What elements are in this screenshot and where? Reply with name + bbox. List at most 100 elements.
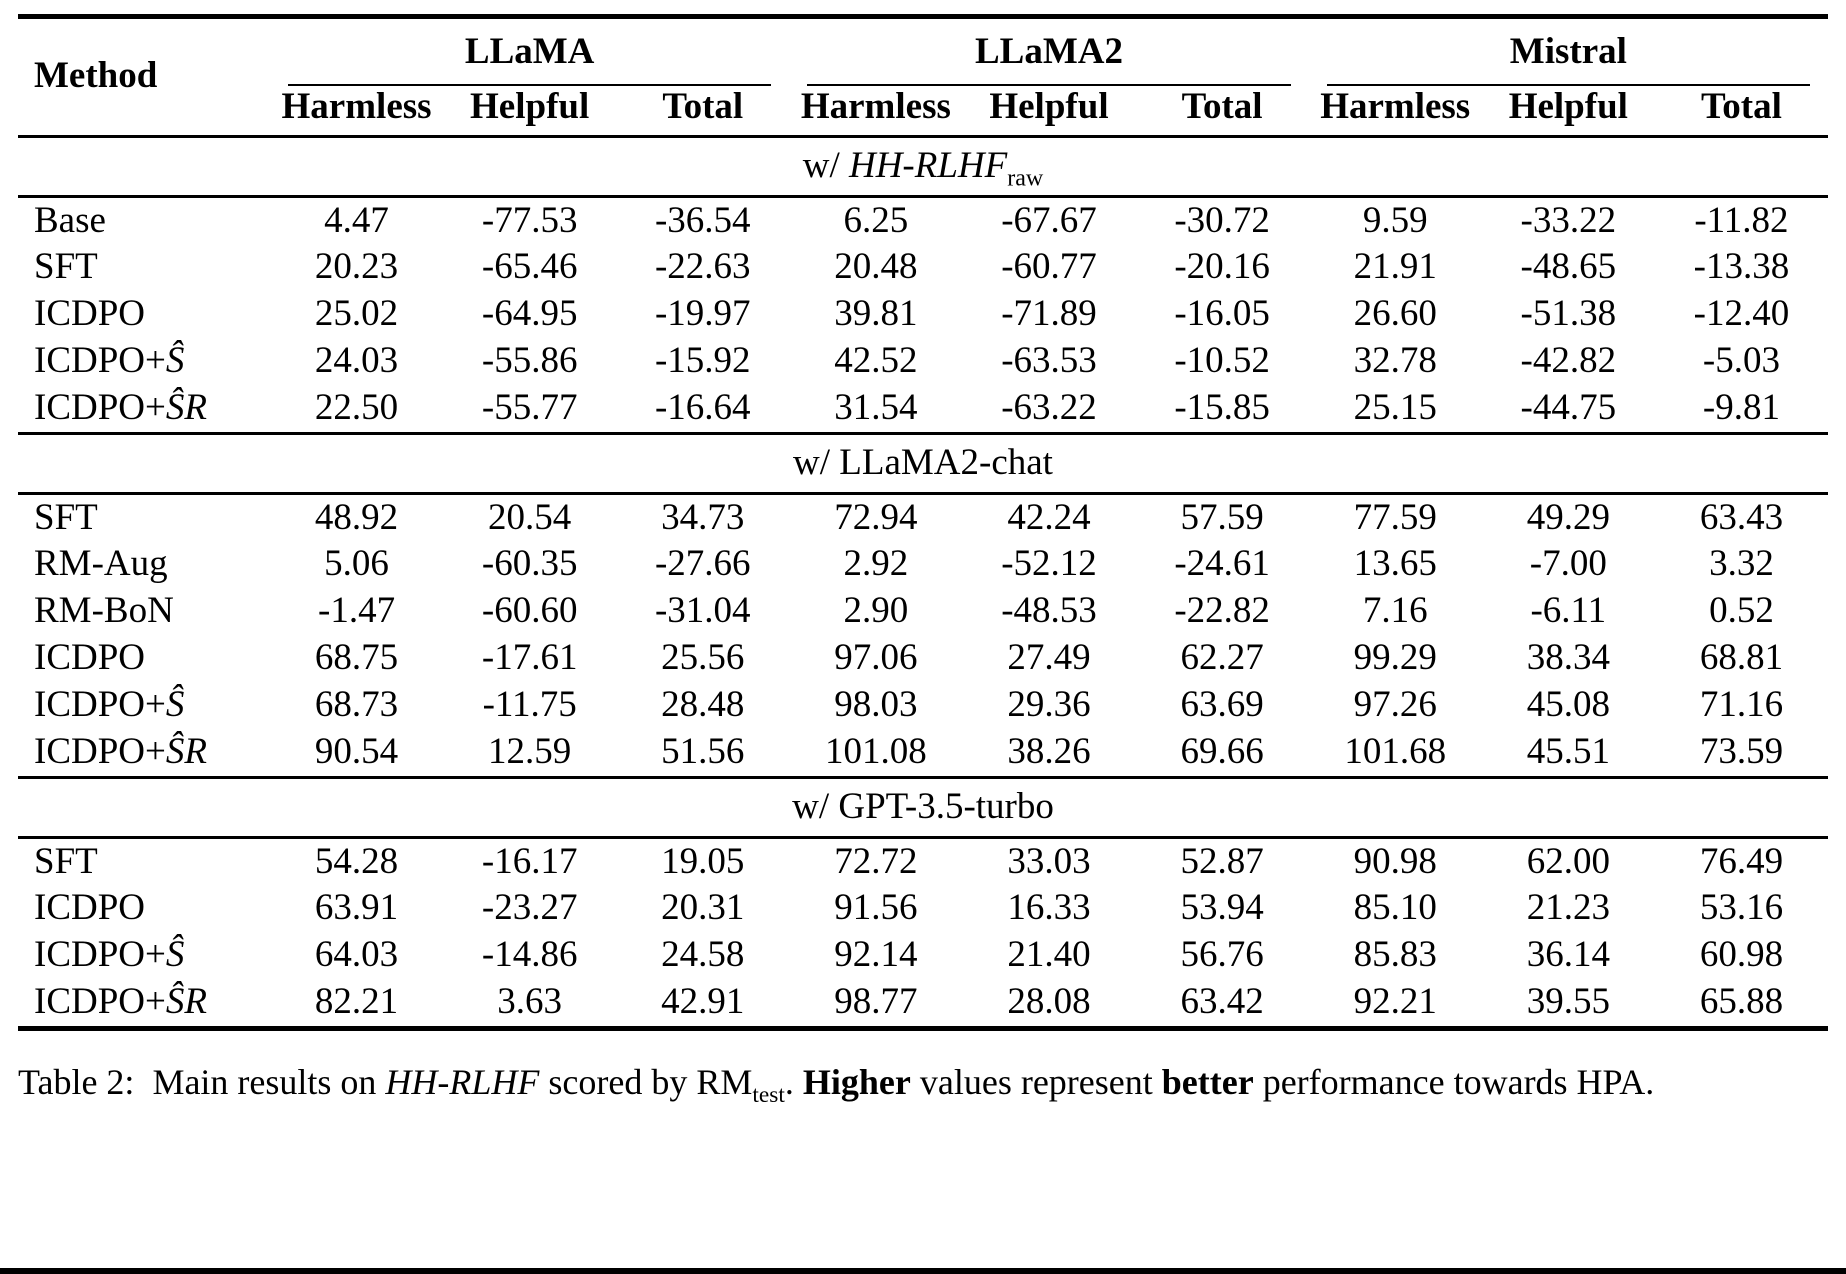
table-body: w/ HH-RLHFraw Base 4.47 -77.53 -36.54 6.25 -67… — [18, 134, 1828, 1028]
section-title-row: w/ LLaMA2-chat — [18, 431, 1828, 495]
table-row: RM-Aug 5.06 -60.35 -27.66 2.92 -52.12 -24.61 13… — [18, 541, 1828, 588]
value-cell: -17.61 — [481, 637, 578, 679]
method-cell: RM-Aug — [34, 543, 168, 585]
value-cell: -30.72 — [1174, 199, 1270, 241]
value-cell: 6.25 — [843, 199, 909, 241]
value-cell: 65.88 — [1699, 981, 1784, 1023]
value-cell: 51.56 — [661, 730, 745, 772]
value-cell: 38.34 — [1526, 637, 1610, 679]
value-cell: 22.50 — [314, 386, 399, 428]
value-cell: 64.03 — [314, 934, 399, 976]
subcolumn-header-harmless: Harmless — [800, 85, 951, 127]
value-cell: -16.05 — [1174, 293, 1270, 335]
results-table: Method LLaMA LLaMA2 Mistral Harmless Hel… — [18, 14, 1828, 1031]
value-cell: 21.91 — [1353, 246, 1437, 288]
table-row: ICDPO+Ŝ 24.03 -55.86 -15.92 42.52 -63.53 -10.5… — [18, 338, 1828, 385]
value-cell: -48.53 — [1001, 590, 1097, 632]
value-cell: -42.82 — [1520, 340, 1617, 382]
value-cell: 82.21 — [314, 981, 399, 1023]
value-cell: 91.56 — [834, 887, 918, 929]
value-cell: -60.60 — [481, 590, 578, 632]
value-cell: 24.03 — [314, 340, 399, 382]
value-cell: 76.49 — [1699, 840, 1784, 882]
value-cell: 5.06 — [324, 543, 389, 585]
value-cell: 56.76 — [1180, 934, 1264, 976]
value-cell: 2.90 — [843, 590, 909, 632]
value-cell: -77.53 — [481, 199, 578, 241]
group-header-row: Method LLaMA LLaMA2 Mistral — [18, 17, 1828, 95]
method-cell: ICDPO — [34, 637, 146, 679]
table-row: ICDPO+Ŝ 68.73 -11.75 28.48 98.03 29.36 63.69 97… — [18, 682, 1828, 729]
value-cell: 25.02 — [314, 293, 399, 335]
value-cell: 63.42 — [1180, 981, 1264, 1023]
value-cell: 71.16 — [1699, 683, 1784, 725]
value-cell: 0.52 — [1709, 590, 1774, 632]
value-cell: 39.81 — [834, 293, 918, 335]
value-cell: 42.91 — [661, 981, 745, 1023]
group-header-llama: LLaMA — [270, 17, 789, 86]
value-cell: -15.85 — [1174, 386, 1270, 428]
value-cell: 3.32 — [1709, 543, 1774, 585]
value-cell: -48.65 — [1520, 246, 1617, 288]
value-cell: 16.33 — [1007, 887, 1091, 929]
value-cell: -55.86 — [481, 340, 578, 382]
value-cell: 98.77 — [834, 981, 918, 1023]
value-cell: 42.52 — [834, 340, 918, 382]
method-cell: ICDPO+Ŝ — [34, 340, 185, 382]
value-cell: 29.36 — [1007, 683, 1091, 725]
value-cell: 34.73 — [661, 496, 745, 538]
value-cell: -6.11 — [1530, 590, 1607, 632]
table-row: ICDPO+ŜR 90.54 12.59 51.56 101.08 38.26 69.66 1… — [18, 729, 1828, 777]
value-cell: -27.66 — [654, 543, 751, 585]
value-cell: 7.16 — [1362, 590, 1428, 632]
value-cell: 36.14 — [1526, 934, 1610, 976]
value-cell: -11.75 — [482, 683, 577, 725]
value-cell: 32.78 — [1353, 340, 1437, 382]
value-cell: 33.03 — [1007, 840, 1091, 882]
value-cell: 42.24 — [1007, 496, 1091, 538]
method-cell: ICDPO+ŜR — [34, 386, 207, 428]
value-cell: 12.59 — [488, 730, 572, 772]
method-cell: RM-BoN — [34, 590, 174, 632]
value-cell: 98.03 — [834, 683, 918, 725]
value-cell: 3.63 — [497, 981, 563, 1023]
value-cell: 20.48 — [834, 246, 918, 288]
value-cell: 63.69 — [1180, 683, 1264, 725]
section-title-row: w/ GPT-3.5-turbo — [18, 775, 1828, 839]
value-cell: 20.31 — [661, 887, 745, 929]
table-row: RM-BoN -1.47 -60.60 -31.04 2.90 -48.53 -22.82 7… — [18, 588, 1828, 635]
value-cell: -63.22 — [1001, 386, 1097, 428]
value-cell: -16.17 — [481, 840, 578, 882]
table-row: SFT 20.23 -65.46 -22.63 20.48 -60.77 -20.16 21.… — [18, 244, 1828, 291]
section-title: w/ GPT-3.5-turbo — [18, 775, 1828, 839]
method-cell: ICDPO+ŜR — [34, 981, 207, 1023]
value-cell: 9.59 — [1362, 199, 1428, 241]
value-cell: -51.38 — [1520, 293, 1617, 335]
value-cell: -11.82 — [1694, 199, 1789, 241]
page-bottom-rule — [0, 1268, 1846, 1274]
value-cell: 27.49 — [1007, 637, 1091, 679]
value-cell: -55.77 — [481, 386, 578, 428]
value-cell: 63.91 — [314, 887, 399, 929]
value-cell: 20.54 — [488, 496, 572, 538]
table-row: SFT 48.92 20.54 34.73 72.94 42.24 57.59 77.59 49… — [18, 493, 1828, 541]
value-cell: 68.75 — [314, 637, 399, 679]
value-cell: 62.27 — [1180, 637, 1264, 679]
value-cell: 38.26 — [1007, 730, 1091, 772]
value-cell: -60.35 — [481, 543, 578, 585]
value-cell: -19.97 — [654, 293, 751, 335]
value-cell: 49.29 — [1526, 496, 1610, 538]
value-cell: -52.12 — [1001, 543, 1097, 585]
value-cell: 85.83 — [1353, 934, 1437, 976]
method-cell: Base — [34, 199, 106, 241]
value-cell: 45.51 — [1526, 730, 1610, 772]
value-cell: 13.65 — [1353, 543, 1437, 585]
value-cell: -22.63 — [654, 246, 751, 288]
value-cell: 20.23 — [314, 246, 399, 288]
value-cell: -64.95 — [481, 293, 578, 335]
subcolumn-header-total: Total — [662, 85, 744, 127]
value-cell: 90.98 — [1353, 840, 1437, 882]
table-row: ICDPO 25.02 -64.95 -19.97 39.81 -71.89 -16.05 2… — [18, 291, 1828, 338]
subcolumn-header-total: Total — [1181, 85, 1263, 127]
